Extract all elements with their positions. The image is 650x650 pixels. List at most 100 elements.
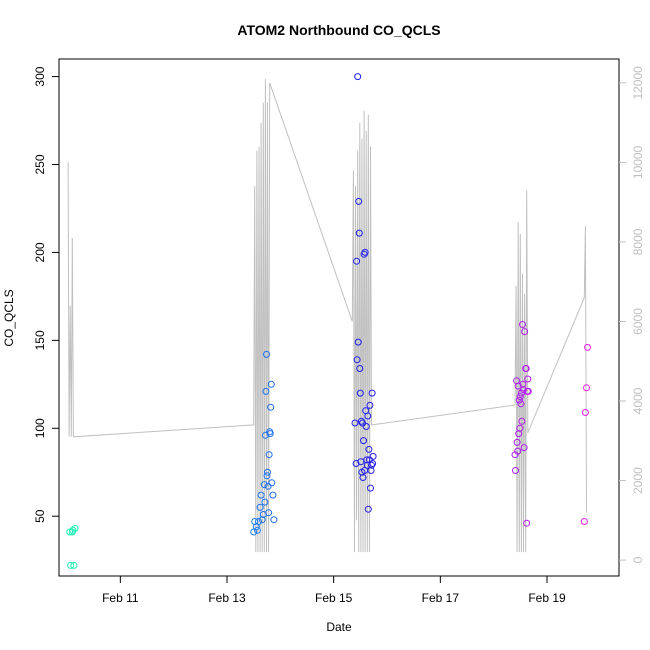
x-tick-label-4: Feb 19 [528,591,566,605]
y2-tick-label-6: 12000 [631,66,645,100]
point-2-0 [351,419,359,427]
point-1-20 [266,430,274,438]
point-1-10 [261,498,269,506]
point-2-21 [363,456,371,464]
x-tick-label-0: Feb 11 [102,591,139,605]
y-axis-label: CO_QCLS [2,289,16,346]
point-3-10 [517,400,525,408]
point-3-7 [515,396,523,404]
point-3-16 [520,444,528,452]
point-3-13 [519,321,526,328]
point-3-15 [520,386,527,394]
point-2-7 [355,229,363,237]
point-2-31 [368,389,376,397]
point-3-12 [518,417,526,425]
point-2-20 [362,423,370,430]
point-2-15 [360,437,367,445]
point-3-1 [512,467,519,474]
x-axis-label: Date [326,620,352,634]
point-2-24 [364,505,372,513]
point-3-14 [519,380,527,388]
point-1-9 [260,481,268,489]
chart-title: ATOM2 Northbound CO_QCLS [237,22,440,38]
right-axis: 0 2000 4000 6000 8000 10000 12000 [619,66,645,563]
y2-tick-label-1: 2000 [631,467,645,494]
point-3-17 [521,328,529,336]
point-4-2 [583,384,590,392]
point-0-4 [71,525,79,532]
point-3-20 [523,519,531,527]
point-1-21 [267,403,275,411]
point-2-1 [352,460,360,467]
point-1-3 [253,526,261,534]
y-tick-label-5: 300 [33,66,47,86]
altitude-line [67,78,587,553]
point-2-29 [367,467,375,474]
point-1-7 [258,516,266,524]
y2-tick-label-3: 6000 [631,308,645,335]
left-axis: 50 100 150 200 250 300 [33,66,59,523]
point-0-5 [69,526,77,534]
point-3-19 [522,365,530,372]
point-1-12 [262,387,270,395]
point-1-4 [255,518,262,525]
y-tick-label-0: 50 [33,509,47,523]
point-2-30 [368,461,375,469]
point-3-4 [514,447,522,455]
point-0-1 [70,561,78,569]
point-1-11 [261,431,269,439]
point-4-3 [584,343,591,351]
point-1-13 [263,350,270,358]
point-1-24 [269,491,277,499]
point-2-2 [353,257,361,265]
plot-frame [58,58,620,577]
line-series [67,78,587,553]
point-3-23 [524,387,532,395]
point-2-27 [366,401,374,409]
x-tick-label-1: Feb 13 [208,591,246,605]
point-2-4 [354,73,362,81]
point-3-8 [516,424,524,432]
y-tick-label-2: 150 [33,330,47,350]
y2-tick-label-5: 10000 [631,145,645,179]
point-3-6 [515,430,523,438]
y-tick-label-4: 250 [33,154,47,174]
point-1-16 [264,482,272,490]
point-2-3 [353,356,361,364]
point-1-22 [267,380,275,388]
point-1-5 [256,503,264,511]
point-2-18 [361,248,369,256]
point-2-5 [354,338,362,346]
point-3-5 [514,382,522,390]
point-3-9 [516,393,524,401]
y2-tick-label-0: 0 [631,556,645,563]
point-1-17 [265,509,273,517]
point-2-14 [359,474,367,481]
point-2-32 [369,460,377,467]
point-1-14 [263,472,271,480]
point-2-28 [367,484,374,492]
point-2-6 [355,197,363,205]
point-2-25 [365,445,373,453]
point-0-0 [67,561,75,569]
y2-tick-label-2: 4000 [631,387,645,414]
point-2-13 [359,419,366,427]
point-1-23 [268,479,276,487]
point-3-22 [524,375,532,383]
points-series [66,73,591,569]
point-4-0 [580,518,588,525]
point-2-9 [356,389,364,397]
point-3-3 [513,438,521,446]
point-1-15 [264,468,271,476]
y-tick-label-3: 200 [33,242,47,262]
point-2-23 [364,412,372,420]
x-tick-label-3: Feb 17 [422,591,460,605]
point-1-25 [270,516,278,524]
point-4-1 [581,409,589,416]
point-2-33 [369,452,377,460]
bottom-axis: Feb 11 Feb 13 Feb 15 Feb 17 Feb 19 [102,576,566,605]
x-tick-label-2: Feb 15 [315,591,353,605]
point-2-11 [357,417,365,425]
point-1-6 [257,491,265,499]
